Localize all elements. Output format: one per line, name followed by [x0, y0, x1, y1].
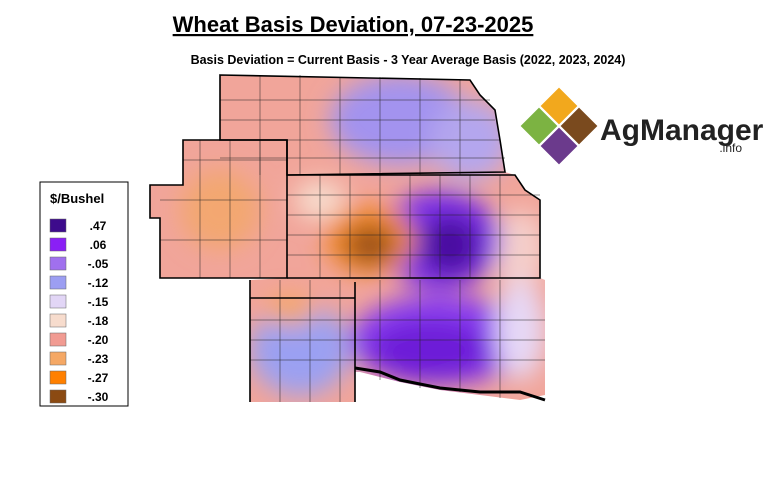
legend-label: .06	[90, 238, 107, 252]
legend-title: $/Bushel	[50, 191, 104, 206]
legend-swatch	[49, 332, 67, 347]
legend-items: .47 .06 -.05 -.12 -.15 -.18 -.20 -.23 -.27 -.30	[49, 218, 109, 404]
legend-swatch	[49, 256, 67, 271]
red-river	[354, 366, 546, 402]
legend-swatch	[49, 313, 67, 328]
legend-swatch	[49, 237, 67, 252]
legend-label: -.15	[88, 295, 109, 309]
legend-label: -.12	[88, 276, 109, 290]
legend-label: -.20	[88, 333, 109, 347]
logo-name: AgManager	[600, 114, 764, 147]
legend-swatch	[49, 294, 67, 309]
legend-swatch	[49, 218, 67, 233]
legend-label: -.27	[88, 371, 109, 385]
legend-swatch	[49, 389, 67, 404]
legend-swatch	[49, 370, 67, 385]
state-lines	[149, 74, 541, 402]
legend-label: -.23	[88, 352, 109, 366]
legend-label: -.18	[88, 314, 109, 328]
legend-label: .47	[90, 219, 107, 233]
subtitle: Basis Deviation = Current Basis - 3 Year…	[191, 53, 626, 67]
title: Wheat Basis Deviation, 07-23-2025	[173, 12, 534, 37]
legend-label: -.05	[88, 257, 109, 271]
legend-swatch	[49, 275, 67, 290]
logo: AgManager .info	[520, 87, 764, 165]
legend-label: -.30	[88, 390, 109, 404]
county-lines	[160, 75, 545, 402]
logo-suffix: .info	[719, 141, 742, 155]
legend-swatch	[49, 351, 67, 366]
